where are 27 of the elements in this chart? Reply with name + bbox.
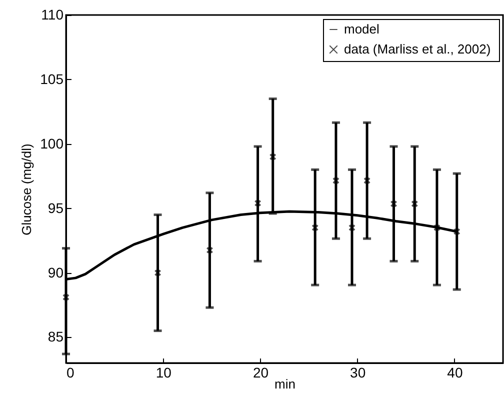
- point: [390, 200, 398, 208]
- point: [62, 294, 70, 301]
- point: [364, 177, 371, 184]
- y-tick-label: 95: [48, 200, 64, 216]
- y-tick-label: 85: [48, 328, 64, 345]
- x-tick-label: 20: [252, 364, 269, 380]
- point: [348, 224, 356, 232]
- point: [206, 246, 214, 254]
- x-axis-title: min: [274, 376, 296, 392]
- point: [269, 153, 276, 160]
- point: [254, 200, 262, 207]
- legend-label: data (Marliss et al., 2002): [344, 42, 491, 56]
- y-tick-label: 105: [40, 70, 64, 87]
- x-tick-label: 0: [66, 364, 74, 380]
- point: [332, 177, 340, 184]
- x-tick-label: 40: [447, 364, 463, 380]
- y-tick-label: 90: [48, 264, 64, 280]
- x-tick-label: 30: [350, 364, 366, 380]
- y-tick-label: 110: [41, 6, 64, 22]
- point: [433, 224, 440, 232]
- y-tick-label: 100: [40, 135, 64, 152]
- point: [154, 269, 162, 276]
- legend-label: model: [344, 22, 380, 36]
- point: [411, 200, 418, 208]
- point: [312, 224, 319, 232]
- y-axis-title: Glucose (mg/dl): [19, 144, 34, 236]
- x-tick-label: 10: [156, 364, 172, 380]
